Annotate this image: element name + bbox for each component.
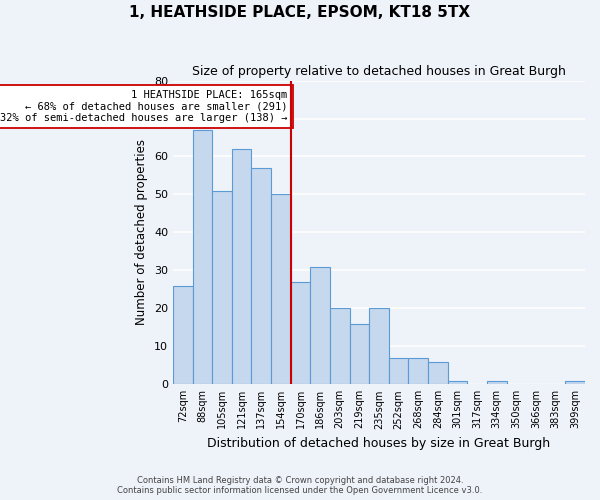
Text: 1 HEATHSIDE PLACE: 165sqm
← 68% of detached houses are smaller (291)
32% of semi: 1 HEATHSIDE PLACE: 165sqm ← 68% of detac…: [0, 90, 288, 123]
Bar: [251, 168, 271, 384]
Bar: [448, 380, 467, 384]
Bar: [487, 380, 506, 384]
Bar: [271, 194, 290, 384]
Bar: [350, 324, 369, 384]
Bar: [369, 308, 389, 384]
Bar: [232, 149, 251, 384]
Bar: [212, 190, 232, 384]
Bar: [409, 358, 428, 384]
Bar: [173, 286, 193, 384]
X-axis label: Distribution of detached houses by size in Great Burgh: Distribution of detached houses by size …: [208, 437, 551, 450]
Bar: [389, 358, 409, 384]
Bar: [428, 362, 448, 384]
Bar: [193, 130, 212, 384]
Text: Contains HM Land Registry data © Crown copyright and database right 2024.
Contai: Contains HM Land Registry data © Crown c…: [118, 476, 482, 495]
Bar: [310, 266, 330, 384]
Y-axis label: Number of detached properties: Number of detached properties: [136, 140, 148, 326]
Title: Size of property relative to detached houses in Great Burgh: Size of property relative to detached ho…: [192, 65, 566, 78]
Bar: [290, 282, 310, 384]
Bar: [330, 308, 350, 384]
Text: 1, HEATHSIDE PLACE, EPSOM, KT18 5TX: 1, HEATHSIDE PLACE, EPSOM, KT18 5TX: [130, 5, 470, 20]
Bar: [565, 380, 585, 384]
